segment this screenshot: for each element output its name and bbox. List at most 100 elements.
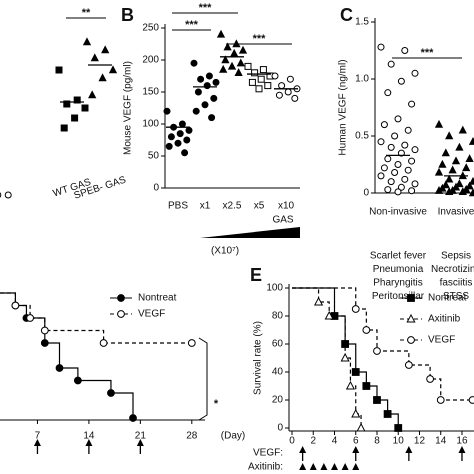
marker [384, 155, 392, 163]
significance-label: *** [421, 47, 435, 59]
marker [377, 172, 385, 180]
marker [448, 165, 457, 174]
marker [351, 368, 360, 376]
y-tick-label: 1.0 [355, 74, 369, 85]
y-tick-label: 50 [148, 151, 160, 162]
marker [185, 126, 193, 134]
marker [205, 72, 213, 80]
significance-label: ** [82, 7, 91, 19]
panel-letter: B [121, 5, 134, 25]
annotation: * [214, 398, 219, 410]
marker [117, 310, 125, 318]
marker [55, 66, 63, 74]
marker [244, 62, 252, 70]
marker [434, 186, 444, 194]
marker [426, 375, 435, 383]
x-tick-label: 6 [353, 436, 359, 447]
marker [82, 37, 92, 46]
legend-label: Nontreat [428, 293, 467, 304]
marker [71, 114, 79, 122]
marker [194, 88, 202, 96]
marker [187, 339, 196, 347]
marker [445, 174, 454, 183]
marker [181, 149, 189, 157]
marker [404, 166, 412, 174]
y-tick-label: 150 [142, 87, 159, 98]
marker [411, 180, 419, 188]
marker [203, 82, 211, 90]
marker [257, 75, 265, 83]
marker [227, 61, 237, 70]
marker [445, 131, 454, 140]
marker [408, 100, 416, 108]
y-tick-label: 60 [272, 339, 284, 350]
marker [397, 77, 405, 85]
y-axis-label: Mouse VEGF (pg/ml) [123, 61, 134, 155]
marker [377, 138, 385, 146]
marker [434, 119, 444, 128]
marker [63, 100, 71, 108]
dosing-label: VEGF: [253, 448, 283, 459]
significance-label: *** [199, 2, 213, 14]
marker [384, 186, 392, 194]
marker [340, 352, 350, 362]
marker [183, 136, 191, 144]
panel-letter: C [340, 5, 353, 25]
x-tick-label: 16 [456, 436, 468, 447]
x-tick-label: 8 [374, 436, 380, 447]
marker [107, 389, 115, 397]
marker [411, 146, 419, 154]
marker [445, 187, 454, 196]
marker [468, 188, 474, 197]
x-tick-label: Non-invasive [369, 207, 427, 218]
marker [291, 94, 299, 102]
group-label: Necrotizing [431, 264, 474, 275]
marker [163, 107, 171, 115]
marker [88, 90, 97, 99]
marker [55, 364, 64, 372]
dose-arrow-head [405, 446, 413, 453]
survival-curve [0, 292, 192, 344]
marker [219, 64, 228, 73]
marker [264, 82, 272, 90]
marker [451, 182, 461, 191]
x-tick-label: 10 [393, 436, 405, 447]
y-tick-label: 0 [153, 183, 159, 194]
marker [401, 175, 409, 183]
significance-label: *** [185, 19, 199, 31]
x-tick-label: x10 [278, 201, 295, 212]
marker [383, 410, 392, 418]
marker [174, 139, 182, 147]
marker [394, 424, 403, 432]
marker [356, 422, 366, 432]
dose-wedge [200, 227, 300, 238]
group-label: STSS [443, 291, 469, 302]
marker [251, 69, 259, 77]
dosing-label: Axitinib: [248, 462, 283, 473]
marker [451, 156, 461, 165]
x-tick-label: 21 [135, 431, 147, 442]
marker [468, 396, 474, 404]
y-tick-label: 100 [142, 119, 159, 130]
marker [117, 294, 125, 302]
marker [407, 336, 415, 344]
marker [99, 339, 108, 347]
marker [397, 183, 405, 191]
y-tick-label: 1.5 [355, 17, 369, 28]
marker [441, 180, 450, 189]
marker [197, 75, 205, 83]
marker [210, 94, 218, 102]
marker [351, 408, 361, 418]
bracket [198, 337, 208, 421]
dose-triangle [299, 463, 307, 470]
y-tick-label: 40 [272, 367, 284, 378]
marker [108, 65, 118, 74]
marker [394, 188, 402, 196]
marker [465, 154, 474, 162]
x-tick-label: Invasive [438, 207, 474, 218]
legend-label: Axitinib [428, 314, 461, 325]
marker [324, 310, 334, 320]
marker [4, 191, 12, 199]
marker [223, 42, 232, 51]
